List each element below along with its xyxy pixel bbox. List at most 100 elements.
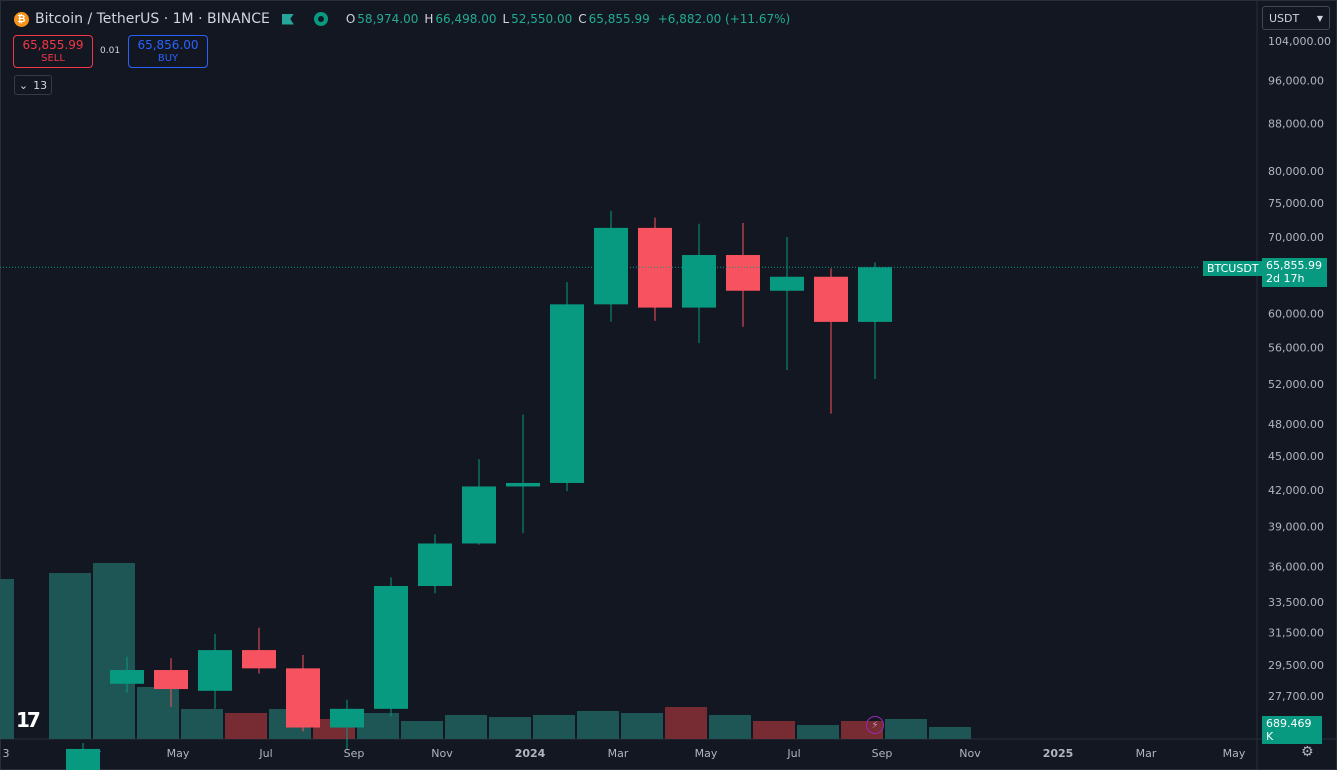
y-tick-label: 45,000.00 — [1268, 450, 1324, 463]
bar-countdown: 2d 17h — [1266, 272, 1305, 285]
y-tick-label: 31,500.00 — [1268, 626, 1324, 639]
indicators-count: 13 — [33, 78, 48, 92]
y-tick-label: 75,000.00 — [1268, 197, 1324, 210]
buy-price: 65,856.00 — [137, 38, 199, 52]
eye-icon[interactable] — [313, 12, 328, 26]
volume-bar — [533, 715, 575, 739]
ohlc-value: 58,974.00 — [357, 12, 419, 26]
volume-bar — [929, 727, 971, 739]
candle-body — [638, 227, 672, 308]
candle-body — [286, 668, 320, 728]
x-axis-label: Sep — [872, 747, 893, 760]
ohlc-key: H — [424, 12, 434, 26]
symbol-title[interactable]: Bitcoin / TetherUS · 1M · BINANCE — [35, 11, 270, 27]
volume-bar — [225, 713, 267, 739]
ohlc-value: 66,498.00 — [435, 12, 497, 26]
volume-bar — [445, 715, 487, 739]
y-tick-label: 29,500.00 — [1268, 659, 1324, 672]
x-axis-label: May — [695, 747, 718, 760]
x-axis-label: Sep — [344, 747, 365, 760]
y-tick-label: 104,000.00 — [1268, 35, 1331, 48]
symbol-header[interactable]: ₿ Bitcoin / TetherUS · 1M · BINANCE O 58,… — [14, 10, 794, 28]
ohlc-value: 52,550.00 — [511, 12, 573, 26]
candle-body — [198, 650, 232, 691]
x-axis-label: Jul — [258, 747, 272, 760]
last-price-value: 65,855.99 — [1266, 259, 1322, 272]
y-tick-label: 33,500.00 — [1268, 596, 1324, 609]
ohlc-key: L — [502, 12, 510, 26]
volume-tag: 689.469 K — [1262, 716, 1322, 744]
x-axis-label: Nov — [431, 747, 453, 760]
sell-label: SELL — [41, 53, 65, 64]
volume-bar — [665, 707, 707, 739]
indicators-toggle[interactable]: ⌄ 13 — [14, 75, 52, 95]
volume-bar — [709, 715, 751, 739]
buy-label: BUY — [157, 53, 179, 64]
y-tick-label: 52,000.00 — [1268, 378, 1324, 391]
volume-bar — [797, 725, 839, 739]
x-axis-label: 2024 — [515, 747, 546, 760]
candle-body — [154, 670, 188, 690]
y-tick-label: 42,000.00 — [1268, 484, 1324, 497]
currency-label: USDT — [1269, 11, 1300, 25]
volume-bar — [621, 713, 663, 739]
candle-body — [682, 255, 716, 308]
y-tick-label: 96,000.00 — [1268, 75, 1324, 88]
gear-icon[interactable]: ⚙ — [1301, 744, 1314, 760]
volume-bar — [577, 711, 619, 739]
y-tick-label: 27,700.00 — [1268, 690, 1324, 703]
volume-bar — [885, 719, 927, 739]
chevron-down-icon: ⌄ — [18, 78, 29, 92]
x-axis-label: 2025 — [1043, 747, 1074, 760]
x-axis-label: 3 — [3, 747, 10, 760]
candle-body — [330, 708, 364, 728]
y-tick-label: 36,000.00 — [1268, 560, 1324, 573]
candle-body — [814, 276, 848, 322]
bitcoin-icon: ₿ — [14, 11, 29, 27]
buy-button[interactable]: 65,856.00 BUY — [128, 35, 208, 68]
ohlc-key: O — [345, 12, 356, 26]
tradingview-logo[interactable]: 17 — [16, 708, 41, 732]
y-tick-label: 39,000.00 — [1268, 521, 1324, 534]
ohlc-values: O 58,974.00 H 66,498.00 L 52,550.00 C 65,855.99… — [346, 12, 794, 26]
candle-body — [770, 276, 804, 291]
y-tick-label: 80,000.00 — [1268, 165, 1324, 178]
sell-price: 65,855.99 — [22, 38, 84, 52]
flag-icon[interactable] — [281, 13, 294, 25]
ohlc-value: +6,882.00 (+11.67%) — [657, 12, 791, 26]
y-tick-label: 56,000.00 — [1268, 342, 1324, 355]
x-axis-label: May — [167, 747, 190, 760]
candle-body — [550, 304, 584, 483]
candle-body — [462, 486, 496, 544]
x-axis-label: Jul — [786, 747, 800, 760]
chevron-down-icon: ▼ — [1316, 13, 1323, 23]
volume-bar — [753, 721, 795, 739]
volume-bar — [489, 717, 531, 739]
y-tick-label: 70,000.00 — [1268, 231, 1324, 244]
last-price-tag: 65,855.99 2d 17h — [1262, 258, 1327, 287]
y-tick-label: 60,000.00 — [1268, 307, 1324, 320]
x-axis-label: May — [1223, 747, 1246, 760]
ohlc-value: 65,855.99 — [588, 12, 650, 26]
bolt-icon[interactable]: ⚡ — [866, 716, 884, 734]
volume-bar — [93, 563, 135, 739]
volume-bar — [49, 573, 91, 739]
y-tick-label: 48,000.00 — [1268, 418, 1324, 431]
candle-body — [66, 748, 100, 770]
x-axis-label: Nov — [959, 747, 981, 760]
candle-body — [242, 650, 276, 669]
spread-value: 0.01 — [100, 46, 121, 56]
candle-body — [418, 543, 452, 586]
volume-bar — [401, 721, 443, 739]
sell-button[interactable]: 65,855.99 SELL — [13, 35, 93, 68]
currency-selector[interactable]: USDT ▼ — [1262, 6, 1330, 30]
candle-body — [594, 227, 628, 305]
symbol-price-tag: BTCUSDT — [1203, 261, 1263, 276]
x-axis-label: Mar — [608, 747, 629, 760]
volume-bar — [181, 709, 223, 739]
candle-body — [374, 585, 408, 709]
candle-body — [506, 482, 540, 487]
volume-bar — [0, 579, 14, 739]
volume-bar — [137, 687, 179, 739]
